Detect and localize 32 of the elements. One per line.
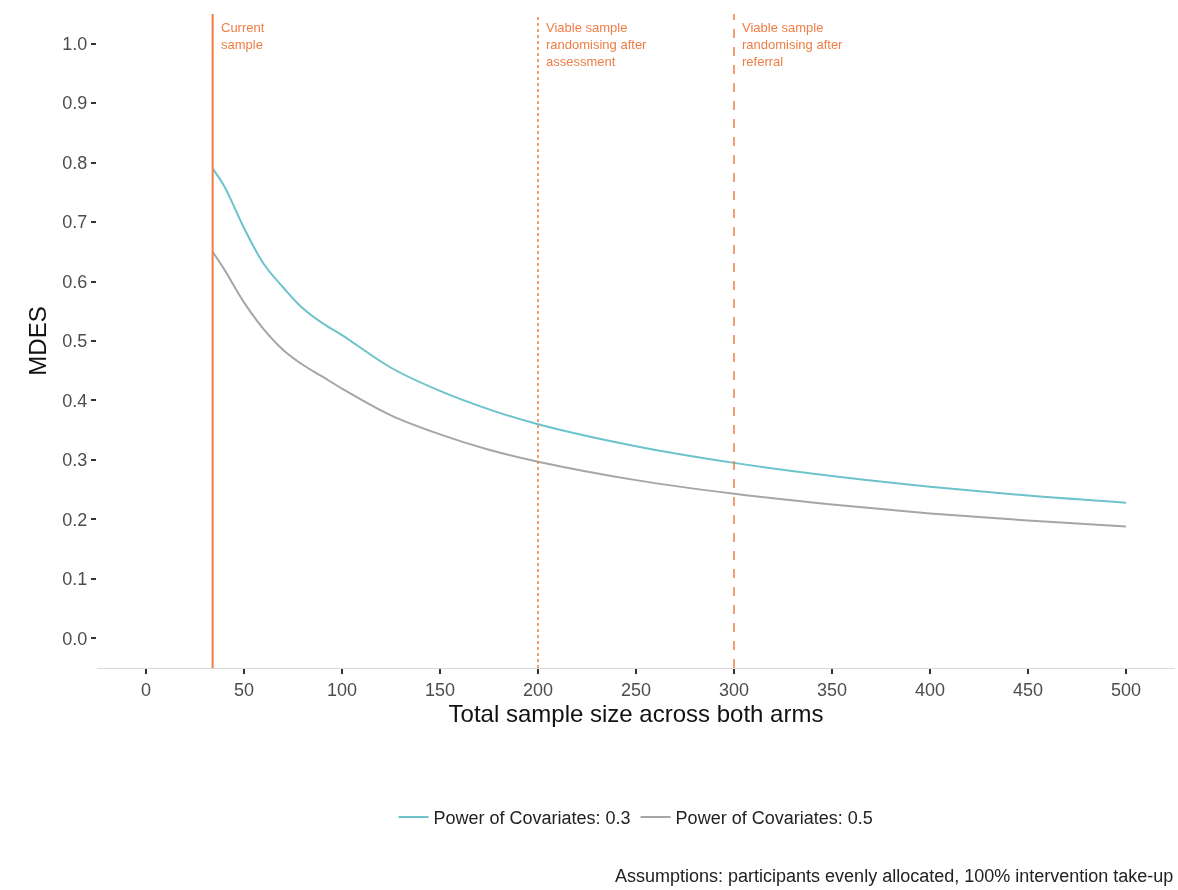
y-tick-label: 0.3 (62, 450, 88, 471)
x-tick-label: 0 (140, 679, 152, 700)
y-tick-label: 1.0 (62, 34, 88, 55)
x-tick-label: 300 (718, 679, 750, 700)
y-tick-label: 0.1 (62, 569, 88, 590)
line-series (211, 250, 1127, 528)
x-tick-label: 50 (233, 679, 255, 700)
x-tick-label: 500 (1110, 679, 1142, 700)
text: Assumptions: participants evenly allocated, 100% intervention take-up (615, 866, 1174, 886)
x-tick-label: 250 (620, 679, 652, 700)
x-tick-label: 150 (424, 679, 456, 700)
y-axis-title: MDES (24, 306, 52, 376)
legend-label: Power of Covariates: 0.5 (675, 808, 873, 829)
x-tick-label: 200 (522, 679, 554, 700)
y-tick-label: 0.7 (62, 212, 88, 233)
legend-label: Power of Covariates: 0.3 (433, 808, 631, 829)
y-tick-label: 0.2 (62, 509, 88, 530)
y-tick-label: 0.0 (62, 628, 88, 649)
ref-line-label: Current sample (221, 20, 265, 52)
ref-line-label: Viable sample randomising after assessment (546, 20, 648, 69)
x-tick-label: 350 (816, 679, 848, 700)
y-tick-label: 0.5 (62, 331, 88, 352)
y-tick-label: 0.6 (62, 271, 88, 292)
x-axis-title: Total sample size across both arms (448, 699, 824, 727)
x-tick-label: 100 (326, 679, 358, 700)
line-series (211, 167, 1127, 504)
x-tick-label: 450 (1012, 679, 1044, 700)
y-tick-label: 0.9 (62, 93, 88, 114)
ref-line-label: Viable sample randomising after referral (742, 20, 844, 69)
y-tick-label: 0.8 (62, 152, 88, 173)
y-tick-label: 0.4 (62, 390, 88, 411)
x-tick-label: 400 (914, 679, 946, 700)
